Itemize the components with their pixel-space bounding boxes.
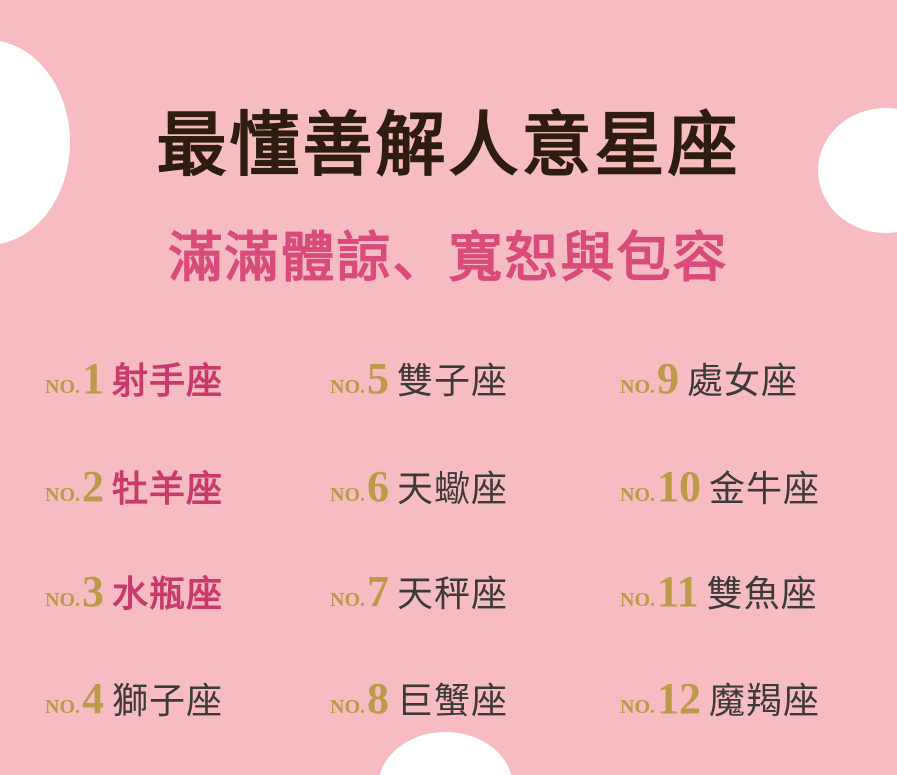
ranking-item: NO. 9 處女座 [620, 352, 798, 412]
zodiac-name: 獅子座 [112, 681, 224, 722]
rank-prefix: NO. [620, 376, 655, 398]
zodiac-name: 處女座 [687, 361, 799, 402]
rank-prefix: NO. [620, 589, 655, 611]
rank-number: 12 [657, 674, 701, 723]
ranking-item: NO. 10 金牛座 [620, 460, 820, 520]
zodiac-name: 水瓶座 [112, 574, 224, 615]
zodiac-name: 天蠍座 [397, 469, 509, 510]
rank-prefix: NO. [330, 696, 365, 718]
rank-number: 2 [82, 462, 104, 511]
ranking-item: NO. 2 牡羊座 [45, 460, 223, 520]
zodiac-name: 魔羯座 [709, 681, 821, 722]
rank-prefix: NO. [45, 484, 80, 506]
zodiac-name: 巨蟹座 [397, 681, 509, 722]
rank-number: 9 [657, 354, 679, 403]
zodiac-name: 金牛座 [709, 469, 821, 510]
ranking-item: NO. 12 魔羯座 [620, 672, 820, 732]
rank-prefix: NO. [330, 376, 365, 398]
rank-prefix: NO. [45, 696, 80, 718]
rank-number: 7 [367, 567, 389, 616]
ranking-item: NO. 8 巨蟹座 [330, 672, 508, 732]
zodiac-name: 雙子座 [397, 361, 509, 402]
ranking-item: NO. 3 水瓶座 [45, 565, 223, 625]
ranking-item: NO. 7 天秤座 [330, 565, 508, 625]
rank-number: 4 [82, 674, 104, 723]
zodiac-name: 天秤座 [397, 574, 509, 615]
ranking-item: NO. 4 獅子座 [45, 672, 223, 732]
rank-prefix: NO. [45, 589, 80, 611]
decorative-circle-bottom [378, 732, 513, 775]
rank-number: 5 [367, 354, 389, 403]
rank-prefix: NO. [620, 484, 655, 506]
rank-number: 1 [82, 354, 104, 403]
rank-prefix: NO. [620, 696, 655, 718]
ranking-item: NO. 1 射手座 [45, 352, 223, 412]
ranking-item: NO. 11 雙魚座 [620, 565, 818, 625]
ranking-item: NO. 6 天蠍座 [330, 460, 508, 520]
rank-prefix: NO. [330, 589, 365, 611]
zodiac-name: 射手座 [112, 361, 224, 402]
zodiac-name: 牡羊座 [112, 469, 224, 510]
ranking-item: NO. 5 雙子座 [330, 352, 508, 412]
rank-number: 8 [367, 674, 389, 723]
rank-number: 6 [367, 462, 389, 511]
page-title: 最懂善解人意星座 [156, 104, 741, 186]
rank-number: 3 [82, 567, 104, 616]
rank-prefix: NO. [330, 484, 365, 506]
zodiac-name: 雙魚座 [706, 574, 818, 615]
page-subtitle: 滿滿體諒、寬恕與包容 [168, 226, 729, 289]
rank-number: 10 [657, 462, 701, 511]
rank-prefix: NO. [45, 376, 80, 398]
rank-number: 11 [657, 567, 699, 616]
